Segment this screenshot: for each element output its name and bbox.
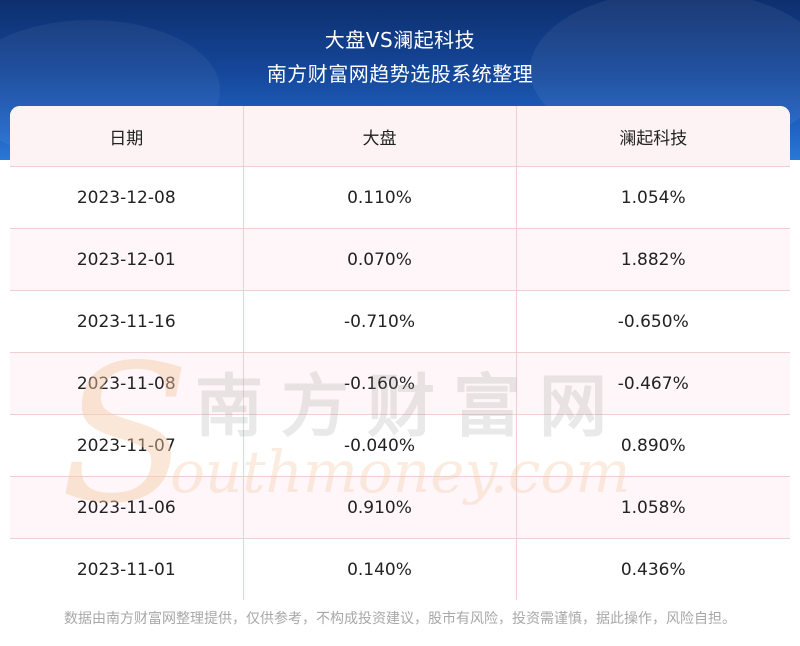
- table-row: 2023-11-07 -0.040% 0.890%: [10, 414, 790, 477]
- comparison-table-card: 日期 大盘 澜起科技 2023-12-08 0.110% 1.054% 2023…: [10, 106, 790, 602]
- comparison-table: 日期 大盘 澜起科技 2023-12-08 0.110% 1.054% 2023…: [10, 106, 790, 600]
- table-row: 2023-11-06 0.910% 1.058%: [10, 476, 790, 539]
- table-row: 2023-12-01 0.070% 1.882%: [10, 228, 790, 291]
- table-header-row: 日期 大盘 澜起科技: [10, 106, 790, 167]
- stock-change-cell: 1.058%: [515, 476, 790, 539]
- table-row: 2023-11-08 -0.160% -0.467%: [10, 352, 790, 415]
- footer: [0, 603, 800, 646]
- market-change-cell: 0.070%: [242, 228, 516, 291]
- table-row: 2023-11-01 0.140% 0.436%: [10, 538, 790, 600]
- date-cell: 2023-11-06: [10, 476, 243, 539]
- table-row: 2023-12-08 0.110% 1.054%: [10, 166, 790, 229]
- market-change-cell: 0.110%: [242, 166, 516, 229]
- stock-change-cell: -0.467%: [515, 352, 790, 415]
- market-change-cell: -0.040%: [242, 414, 516, 477]
- market-change-cell: 0.910%: [242, 476, 516, 539]
- disclaimer-text: 数据由南方财富网整理提供，仅供参考，不构成投资建议，股市有风险，投资需谨慎，据此…: [64, 611, 736, 627]
- date-cell: 2023-12-01: [10, 228, 243, 291]
- market-change-cell: -0.710%: [242, 290, 516, 353]
- page-title: 大盘VS澜起科技: [324, 28, 476, 52]
- date-cell: 2023-11-08: [10, 352, 243, 415]
- page-subtitle: 南方财富网趋势选股系统整理: [266, 62, 534, 86]
- stock-change-cell: 0.436%: [515, 538, 790, 600]
- date-cell: 2023-12-08: [10, 166, 243, 229]
- column-header-stock: 澜起科技: [515, 106, 790, 167]
- date-cell: 2023-11-07: [10, 414, 243, 477]
- date-cell: 2023-11-16: [10, 290, 243, 353]
- column-header-date: 日期: [10, 106, 243, 167]
- column-header-market: 大盘: [242, 106, 516, 167]
- date-cell: 2023-11-01: [76, 559, 176, 580]
- market-change-cell: 0.140%: [242, 538, 516, 600]
- stock-change-cell: 0.890%: [515, 414, 790, 477]
- stock-change-cell: 1.882%: [515, 228, 790, 291]
- table-row: 2023-11-16 -0.710% -0.650%: [10, 290, 790, 353]
- stock-change-cell: -0.650%: [515, 290, 790, 353]
- market-change-cell: -0.160%: [242, 352, 516, 415]
- stock-change-cell: 1.054%: [515, 166, 790, 229]
